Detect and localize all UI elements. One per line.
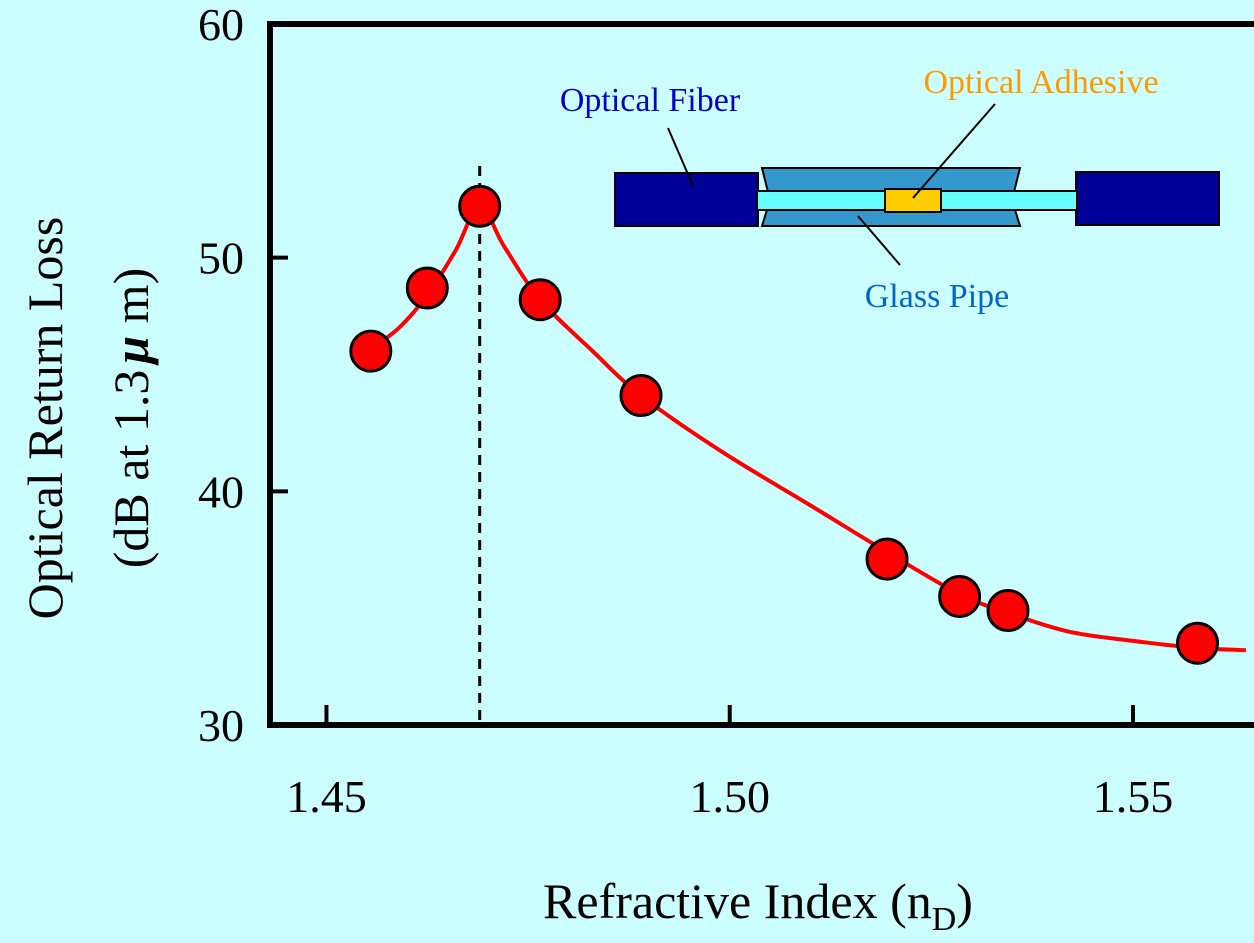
right-fiber-core — [940, 190, 1078, 211]
data-points — [349, 184, 1220, 665]
y-tick-label-2: 50 — [198, 233, 244, 284]
x-ticks: 1.45 1.50 1.55 — [286, 705, 1173, 822]
optical-fiber-label: Optical Fiber — [560, 82, 741, 119]
data-point-8 — [1176, 621, 1220, 665]
data-point-3 — [518, 278, 562, 322]
y-axis-title-line2: (dB at 1.3μ m) — [103, 268, 159, 568]
y-ticks: 30 40 50 60 — [198, 0, 288, 751]
data-point-6 — [938, 574, 982, 618]
fit-curve — [369, 204, 1247, 653]
left-fiber-block — [614, 172, 759, 227]
data-point-5 — [865, 537, 909, 581]
y-axis-title-line2-prefix: (dB at 1.3 — [103, 370, 159, 569]
data-point-4 — [619, 374, 663, 418]
axes — [267, 21, 1254, 728]
x-axis-title-text: Refractive Index (n — [543, 873, 932, 929]
y-tick-label-0: 30 — [198, 700, 244, 751]
y-axis-title-line1: Optical Return Loss — [17, 217, 73, 620]
adhesive-leader-line — [912, 103, 996, 199]
y-tick-label-3: 60 — [198, 0, 244, 50]
fiber-leader-line — [667, 127, 694, 187]
data-point-7 — [986, 589, 1030, 633]
x-axis-title-close: ) — [956, 873, 973, 929]
y-tick-label-1: 40 — [198, 466, 244, 517]
data-point-0 — [349, 329, 393, 373]
optical-adhesive-label: Optical Adhesive — [923, 64, 1158, 101]
x-axis-title: Refractive Index (nD) — [543, 873, 973, 938]
y-axis-title-line2-suffix: m) — [103, 268, 159, 336]
pipe-leader-line — [857, 215, 901, 266]
y-axis-title: Optical Return Loss (dB at 1.3μ m) — [17, 217, 159, 620]
x-tick-label-0: 1.45 — [286, 771, 367, 822]
x-axis-title-subscript: D — [932, 901, 957, 938]
x-tick-label-2: 1.55 — [1093, 771, 1174, 822]
adhesive-fill — [884, 188, 942, 213]
right-fiber-block — [1075, 171, 1220, 226]
data-point-2 — [458, 184, 502, 228]
left-fiber-core — [756, 190, 886, 211]
y-axis-title-mu: μ — [103, 336, 159, 367]
inset-diagram: Optical Fiber Optical Adhesive Glass Pip… — [560, 64, 1220, 315]
x-tick-label-1: 1.50 — [689, 771, 770, 822]
data-point-1 — [405, 266, 449, 310]
glass-pipe-label: Glass Pipe — [865, 278, 1010, 315]
